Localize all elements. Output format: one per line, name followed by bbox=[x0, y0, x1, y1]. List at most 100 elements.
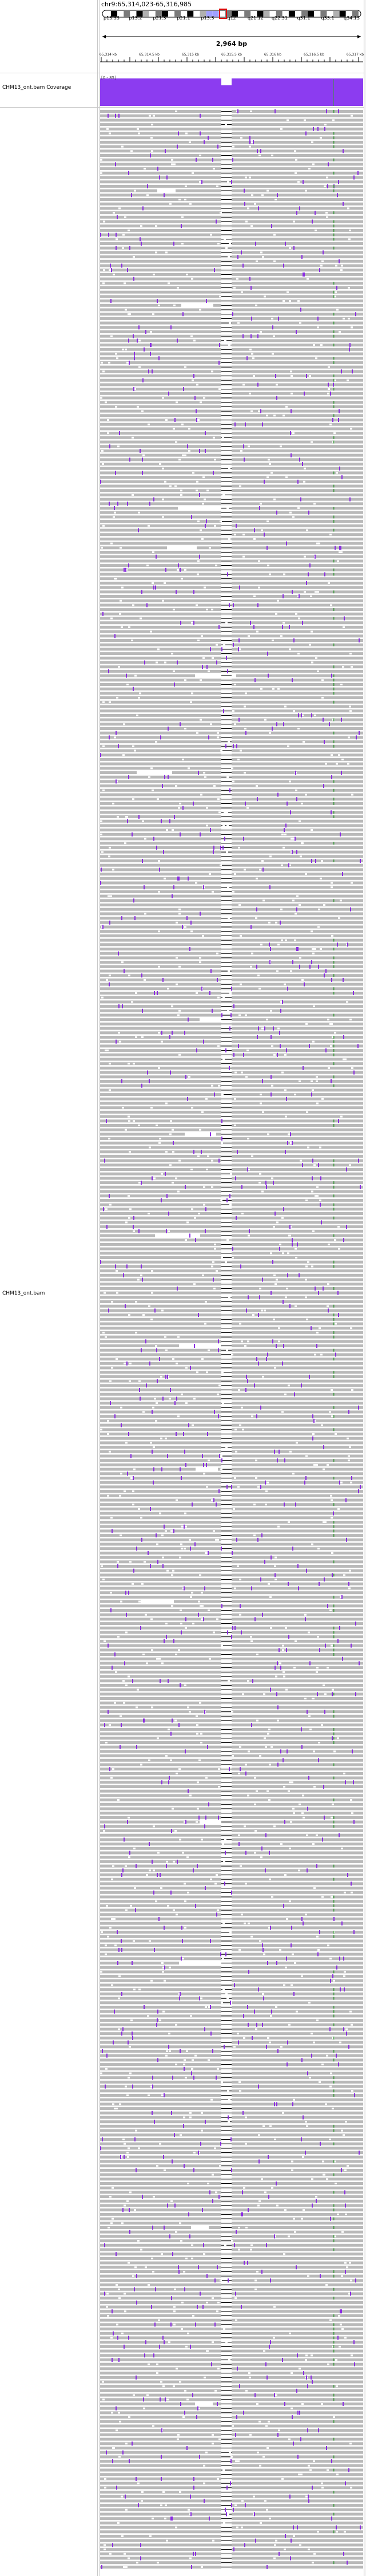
small-deletion bbox=[259, 869, 261, 871]
coverage-track-name[interactable]: CHM13_ont.bam Coverage bbox=[2, 85, 71, 90]
insertion-mark bbox=[176, 590, 177, 594]
small-deletion bbox=[191, 1208, 193, 1210]
small-deletion bbox=[351, 666, 353, 668]
insertion-mark bbox=[185, 1185, 186, 1189]
small-deletion bbox=[162, 599, 164, 602]
small-deletion bbox=[269, 855, 272, 858]
mismatch-mark bbox=[333, 2323, 335, 2326]
insertion-mark bbox=[300, 2437, 301, 2441]
small-deletion bbox=[306, 1111, 308, 1113]
insertion-mark bbox=[352, 369, 353, 374]
insertion-mark bbox=[178, 2265, 179, 2270]
small-deletion bbox=[259, 1755, 261, 1757]
insertion-mark bbox=[220, 1952, 221, 1956]
small-deletion bbox=[344, 2169, 347, 2171]
coverage-bar bbox=[295, 78, 296, 106]
small-deletion bbox=[281, 2478, 284, 2480]
insertion-mark bbox=[136, 2375, 137, 2380]
small-deletion bbox=[150, 331, 152, 333]
small-deletion bbox=[129, 1151, 131, 1153]
small-deletion bbox=[251, 194, 253, 196]
small-deletion bbox=[275, 921, 277, 924]
insertion-mark bbox=[340, 2309, 341, 2314]
small-deletion bbox=[267, 1133, 269, 1135]
insertion-mark bbox=[170, 1388, 171, 1392]
insertion-mark bbox=[104, 1824, 105, 1829]
coverage-bar bbox=[235, 78, 236, 106]
small-deletion bbox=[305, 2121, 307, 2123]
small-deletion bbox=[292, 516, 295, 518]
alignment-track[interactable] bbox=[100, 109, 363, 2576]
ruler-area[interactable]: chr9:65,314,023-65,316,985 p13.33 p13.2 p2… bbox=[100, 0, 364, 72]
insertion-mark bbox=[136, 1864, 137, 1868]
mismatch-mark bbox=[333, 731, 335, 735]
insertion-mark bbox=[315, 554, 316, 559]
insertion-mark bbox=[297, 1564, 299, 1568]
small-deletion bbox=[124, 2204, 126, 2207]
insertion-mark bbox=[140, 237, 141, 242]
small-deletion bbox=[239, 1746, 241, 1748]
insertion-mark bbox=[264, 532, 265, 537]
coverage-bar bbox=[188, 78, 189, 106]
small-deletion bbox=[175, 2023, 177, 2026]
small-deletion bbox=[110, 1592, 112, 1594]
small-deletion bbox=[115, 1671, 117, 1673]
small-deletion bbox=[274, 1565, 276, 1567]
small-deletion bbox=[128, 1115, 130, 1118]
cytoband bbox=[263, 11, 270, 17]
coverage-bar bbox=[131, 78, 132, 106]
insertion-mark bbox=[165, 2397, 166, 2402]
chromosome-ideogram[interactable] bbox=[100, 7, 363, 22]
small-deletion bbox=[189, 1794, 192, 1797]
insertion-mark bbox=[283, 594, 284, 598]
small-deletion bbox=[152, 789, 154, 791]
small-deletion bbox=[224, 238, 226, 240]
small-deletion bbox=[275, 2006, 277, 2008]
insertion-mark bbox=[236, 2230, 237, 2234]
insertion-mark bbox=[115, 162, 116, 167]
small-deletion bbox=[241, 2526, 243, 2528]
small-deletion bbox=[118, 2297, 121, 2299]
small-deletion bbox=[296, 1442, 298, 1444]
small-deletion bbox=[327, 1305, 329, 1307]
insertion-mark bbox=[260, 1577, 261, 1582]
small-deletion bbox=[343, 2134, 345, 2136]
alignment-track-name[interactable]: CHM13_ont.bam bbox=[2, 1291, 45, 1296]
small-deletion bbox=[201, 1605, 204, 1607]
insertion-mark bbox=[153, 497, 154, 502]
insertion-mark bbox=[305, 1617, 306, 1622]
small-deletion bbox=[206, 609, 208, 611]
insertion-mark bbox=[168, 1212, 169, 1216]
small-deletion bbox=[305, 1279, 307, 1281]
insertion-mark bbox=[286, 541, 287, 546]
small-deletion bbox=[189, 203, 192, 205]
small-deletion bbox=[175, 441, 177, 443]
insertion-mark bbox=[104, 2291, 105, 2296]
small-deletion bbox=[155, 251, 157, 254]
small-deletion bbox=[326, 176, 328, 179]
small-deletion bbox=[288, 1384, 290, 1387]
insertion-mark bbox=[213, 1277, 214, 1282]
insertion-mark bbox=[266, 546, 268, 550]
small-deletion bbox=[201, 635, 203, 637]
ruler[interactable] bbox=[100, 49, 363, 66]
mismatch-mark bbox=[333, 189, 335, 192]
small-deletion bbox=[329, 1958, 332, 1960]
coverage-track[interactable]: [0 - 85] bbox=[100, 74, 363, 106]
insertion-mark bbox=[145, 330, 146, 334]
small-deletion bbox=[185, 1367, 188, 1369]
small-deletion bbox=[237, 758, 240, 760]
small-deletion bbox=[178, 459, 181, 461]
small-deletion bbox=[165, 1530, 167, 1532]
coverage-bar bbox=[292, 78, 293, 106]
insertion-mark bbox=[129, 360, 130, 365]
mismatch-mark bbox=[333, 171, 335, 175]
insertion-mark bbox=[136, 1547, 137, 1551]
insertion-mark bbox=[133, 387, 134, 392]
small-deletion bbox=[347, 207, 349, 210]
insertion-mark bbox=[210, 828, 211, 833]
small-deletion bbox=[227, 886, 229, 889]
insertion-mark bbox=[185, 1462, 186, 1467]
insertion-mark bbox=[197, 2406, 198, 2411]
